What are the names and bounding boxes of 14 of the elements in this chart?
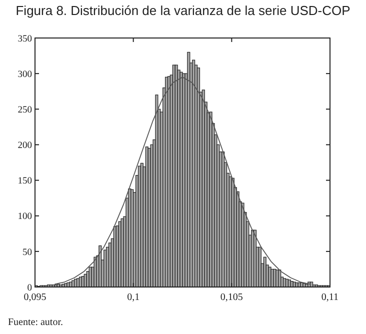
- x-tick-label: 0,1: [127, 292, 140, 303]
- x-tick-label: 0,105: [220, 292, 243, 303]
- y-tick-label: 50: [22, 248, 32, 258]
- y-tick-label: 200: [18, 141, 32, 152]
- y-tick-label: 250: [18, 105, 32, 116]
- x-tick-label: 0,095: [24, 292, 46, 303]
- x-tick-label: 0,11: [321, 292, 339, 303]
- source-note: Fuente: autor.: [8, 317, 63, 328]
- y-tick-label: 300: [18, 70, 32, 80]
- y-tick-label: 100: [18, 212, 32, 222]
- y-tick-label: 150: [18, 176, 32, 187]
- y-tick-label: 350: [18, 34, 32, 44]
- chart-title: Figura 8. Distribución de la varianza de la serie USD-COP: [16, 3, 350, 18]
- y-tick-label: 0: [27, 283, 32, 294]
